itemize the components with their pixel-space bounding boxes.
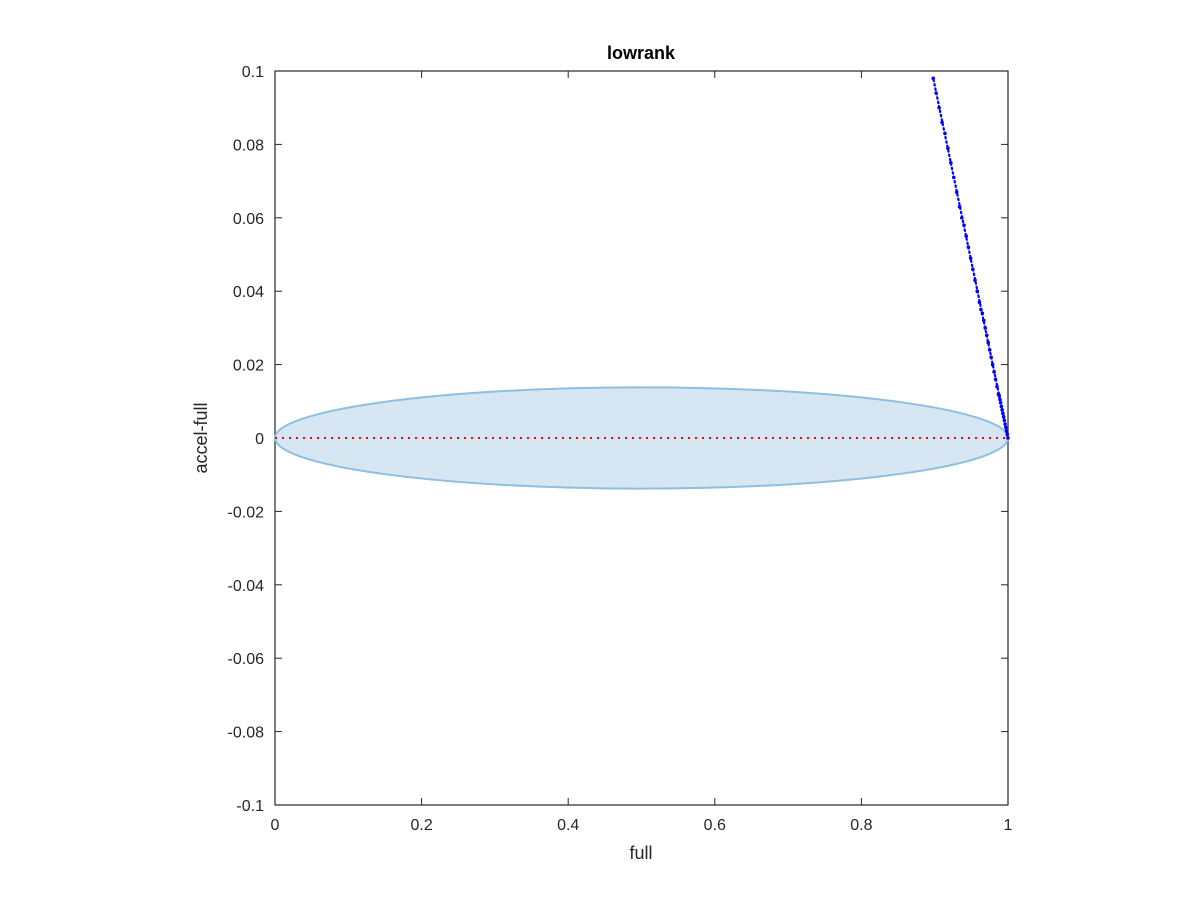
scatter-point xyxy=(951,175,956,180)
y-tick-label: -0.08 xyxy=(228,725,265,742)
scatter-point xyxy=(980,311,985,316)
x-tick-label: 0.2 xyxy=(410,817,432,834)
scatter-point xyxy=(1005,432,1010,437)
y-tick-label: 0.06 xyxy=(233,211,264,228)
scatter-point xyxy=(983,326,988,330)
x-tick-label: 0.8 xyxy=(850,817,872,834)
y-tick-label: -0.02 xyxy=(228,504,265,521)
scatter-point xyxy=(999,404,1004,409)
scatter-point xyxy=(968,256,973,260)
scatter-point xyxy=(971,267,975,271)
scatter-point xyxy=(1004,425,1008,430)
scatter-point xyxy=(989,355,993,360)
scatter-point xyxy=(937,105,941,110)
scatter-point xyxy=(995,384,999,389)
y-tick-label: 0 xyxy=(255,431,264,448)
y-axis-label: accel-full xyxy=(191,402,211,473)
scatter-point xyxy=(997,393,1002,398)
scatter-point xyxy=(982,318,986,323)
y-tick-label: 0.04 xyxy=(233,284,264,301)
scatter-point xyxy=(990,362,995,367)
data-layer xyxy=(274,76,1010,490)
scatter-point xyxy=(1006,436,1010,440)
x-tick-label: 0.6 xyxy=(704,817,726,834)
scatter-point xyxy=(984,333,989,338)
x-tick-label: 1 xyxy=(1004,817,1013,834)
scatter-point xyxy=(964,234,969,238)
scatter-point xyxy=(957,204,962,209)
scatter-point xyxy=(931,76,936,81)
y-axis-ticks: -0.1 -0.08 -0.06 -0.04 -0.02 0 0.02 0.04 0.06 0.0… xyxy=(228,64,1008,815)
scatter-point xyxy=(940,120,944,125)
y-tick-label: 0.02 xyxy=(233,358,264,375)
scatter-point xyxy=(954,190,959,194)
scatter-point xyxy=(973,278,977,282)
scatter-point xyxy=(986,340,991,345)
scatter-point xyxy=(1000,407,1004,412)
scatter-point xyxy=(993,377,998,382)
y-tick-label: 0.1 xyxy=(242,64,264,81)
scatter-point xyxy=(977,300,982,305)
scatter-point xyxy=(998,397,1002,402)
x-axis-ticks: 0 0.2 0.4 0.6 0.8 1 xyxy=(271,71,1013,834)
y-tick-label: -0.04 xyxy=(228,578,265,595)
scatter-point xyxy=(943,131,947,136)
y-tick-label: 0.08 xyxy=(233,137,264,154)
scatter-point xyxy=(949,160,953,165)
scatter-point xyxy=(992,370,996,374)
x-tick-label: 0 xyxy=(271,817,280,834)
scatter-point xyxy=(1004,429,1009,433)
scatter-point xyxy=(1001,414,1006,419)
y-tick-label: -0.06 xyxy=(228,651,265,668)
scatter-point xyxy=(966,245,971,249)
x-tick-label: 0.4 xyxy=(557,817,579,834)
scatter-point xyxy=(998,400,1003,405)
scatter-point xyxy=(962,223,966,227)
scatter-point xyxy=(960,216,964,220)
scatter-point xyxy=(1001,411,1005,416)
scatter-point xyxy=(946,146,950,150)
scatter-point xyxy=(1002,418,1007,423)
chart-title: lowrank xyxy=(607,43,676,63)
y-tick-label: -0.1 xyxy=(236,798,264,815)
scatter-point xyxy=(1003,422,1007,426)
x-axis-label: full xyxy=(629,843,652,863)
scatter-point xyxy=(975,289,980,294)
scatter-point xyxy=(987,348,992,352)
scatter-point xyxy=(934,91,938,95)
scatter-point xyxy=(979,307,983,312)
